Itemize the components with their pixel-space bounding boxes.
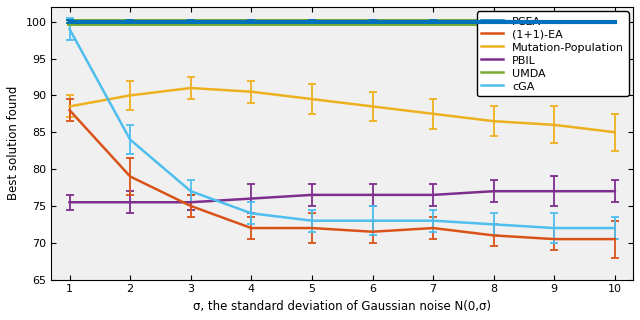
Legend: PCEA, (1+1)-EA, Mutation-Population, PBIL, UMDA, cGA: PCEA, (1+1)-EA, Mutation-Population, PBI…: [477, 12, 628, 96]
X-axis label: σ, the standard deviation of Gaussian noise N(0,σ): σ, the standard deviation of Gaussian no…: [193, 300, 492, 313]
Y-axis label: Best solution found: Best solution found: [7, 86, 20, 200]
